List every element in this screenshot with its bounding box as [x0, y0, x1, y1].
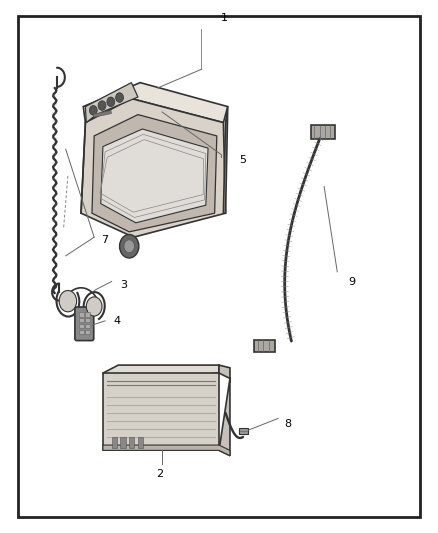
- Circle shape: [59, 290, 77, 312]
- Circle shape: [86, 297, 102, 316]
- Polygon shape: [92, 115, 217, 232]
- Text: 3: 3: [120, 280, 127, 290]
- Text: 8: 8: [285, 419, 292, 429]
- Bar: [239, 428, 248, 434]
- Polygon shape: [103, 365, 219, 381]
- Polygon shape: [223, 107, 228, 213]
- Circle shape: [107, 97, 115, 107]
- Polygon shape: [81, 99, 226, 237]
- Text: 5: 5: [239, 155, 246, 165]
- Circle shape: [116, 93, 124, 102]
- Circle shape: [98, 101, 106, 110]
- Text: 7: 7: [101, 235, 108, 245]
- Polygon shape: [103, 373, 219, 450]
- Bar: [129, 437, 134, 448]
- Circle shape: [120, 235, 139, 258]
- Bar: [85, 312, 90, 317]
- Circle shape: [124, 240, 134, 253]
- Bar: [138, 437, 143, 448]
- Bar: [311, 125, 335, 139]
- Bar: [79, 312, 84, 317]
- Polygon shape: [83, 83, 228, 123]
- Bar: [79, 330, 84, 334]
- Polygon shape: [85, 83, 138, 123]
- Bar: [85, 330, 90, 334]
- Polygon shape: [219, 365, 230, 456]
- Text: 1: 1: [221, 13, 228, 23]
- Bar: [254, 340, 275, 352]
- Polygon shape: [103, 445, 230, 456]
- FancyBboxPatch shape: [75, 307, 94, 341]
- Bar: [94, 110, 111, 117]
- Bar: [120, 437, 126, 448]
- Text: 2: 2: [156, 469, 163, 479]
- Bar: [112, 437, 117, 448]
- Bar: [79, 324, 84, 328]
- Text: 4: 4: [114, 316, 121, 326]
- Circle shape: [89, 106, 97, 115]
- Text: 9: 9: [348, 278, 355, 287]
- Bar: [79, 318, 84, 322]
- Polygon shape: [101, 129, 208, 223]
- Bar: [85, 318, 90, 322]
- Bar: [85, 324, 90, 328]
